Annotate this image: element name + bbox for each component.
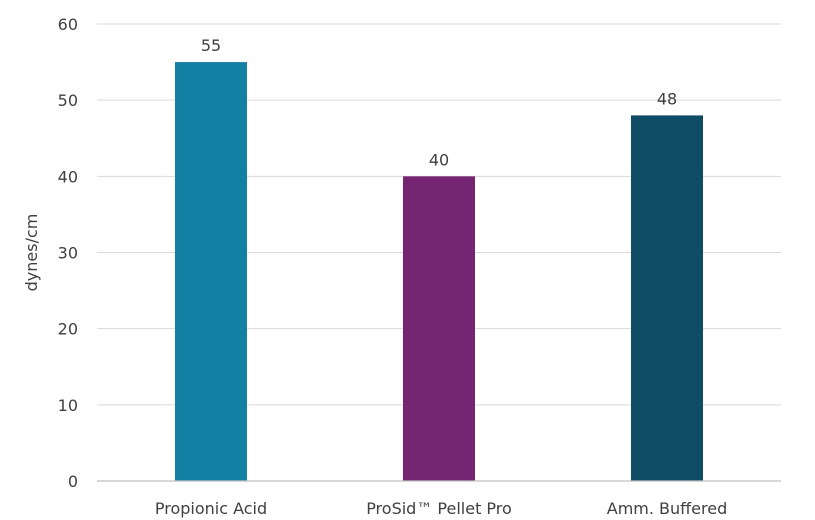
bars [175,62,703,482]
bar-2 [403,176,475,482]
y-tick-label: 50 [58,91,78,110]
y-tick-label: 30 [58,244,78,263]
bar-3 [631,115,703,482]
bar-1 [175,62,247,481]
data-labels: 55 40 48 [201,36,677,169]
x-axis-categories: Propionic Acid ProSid™ Pellet Pro Amm. Buf… [155,499,727,518]
data-label-2: 40 [429,150,449,169]
y-tick-label: 10 [58,396,78,415]
category-label-3: Amm. Buffered [607,499,728,518]
y-tick-label: 40 [58,167,78,186]
y-tick-label: 0 [68,472,78,491]
data-label-3: 48 [657,89,677,108]
y-tick-label: 60 [58,15,78,34]
data-label-1: 55 [201,36,221,55]
y-axis-title: dynes/cm [22,214,41,292]
y-axis-ticks: 0 10 20 30 40 50 60 [58,15,78,491]
category-label-1: Propionic Acid [155,499,267,518]
y-tick-label: 20 [58,320,78,339]
category-label-2: ProSid™ Pellet Pro [366,499,512,518]
